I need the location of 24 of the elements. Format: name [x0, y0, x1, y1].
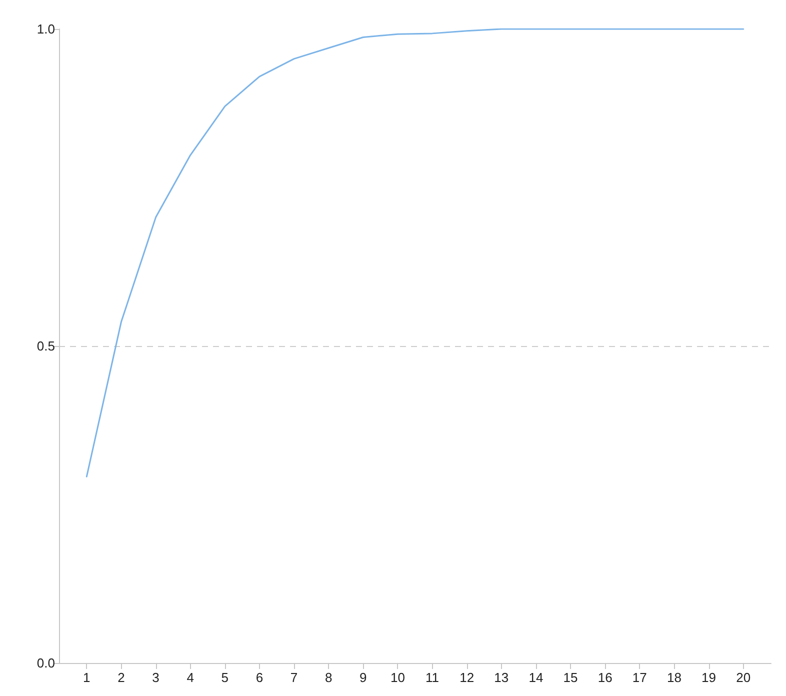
- x-tick-label: 17: [632, 670, 647, 685]
- x-tick-label: 15: [563, 670, 578, 685]
- x-tick-label: 13: [494, 670, 509, 685]
- x-tick-label: 2: [118, 670, 125, 685]
- x-tick-label: 12: [460, 670, 474, 685]
- x-tick-label: 3: [152, 670, 160, 685]
- x-tick-label: 19: [702, 670, 716, 685]
- x-tick-label: 14: [528, 670, 544, 685]
- x-tick-label: 18: [666, 670, 682, 685]
- x-tick-label: 7: [290, 670, 298, 685]
- x-tick-label: 6: [256, 670, 264, 685]
- y-tick-label: 0.0: [36, 656, 55, 670]
- y-tick-label: 1.0: [36, 22, 55, 36]
- x-tick-label: 5: [221, 670, 229, 685]
- line-series: [86, 28, 744, 478]
- x-tick-label: 11: [426, 670, 440, 685]
- x-tick-label: 10: [390, 670, 405, 685]
- x-tick-label: 20: [736, 670, 751, 685]
- y-tick-label: 0.5: [36, 338, 55, 354]
- x-tick-label: 16: [598, 670, 612, 685]
- x-tick-label: 9: [360, 670, 367, 685]
- x-tick-label: 8: [324, 670, 332, 685]
- x-tick-label: 4: [186, 670, 194, 685]
- x-tick-label: 1: [83, 670, 90, 685]
